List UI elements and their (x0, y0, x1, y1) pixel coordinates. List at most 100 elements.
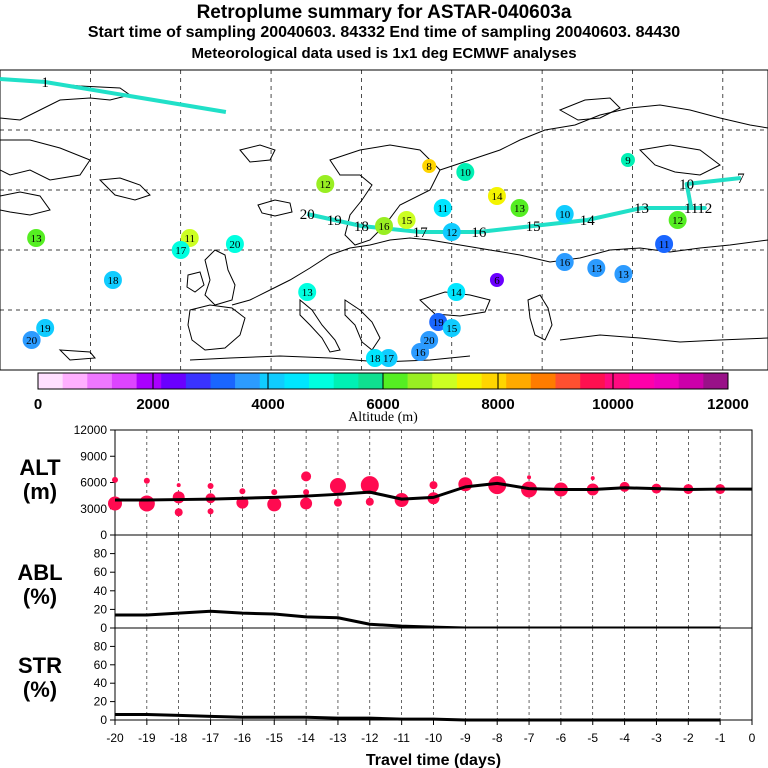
cluster-label: 20 (424, 335, 436, 347)
colorbar-cell (530, 373, 556, 389)
cluster-label: 11 (437, 203, 448, 215)
trajectory-day-label: 14 (580, 213, 596, 229)
cluster-label: 13 (618, 269, 630, 281)
colorbar-tick-label: 6000 (366, 396, 399, 413)
altitude-cluster-dot (360, 476, 379, 495)
y-tick-label: 20 (94, 695, 108, 709)
cluster-marker (555, 205, 574, 223)
colorbar-cell (87, 373, 113, 389)
cluster-marker (614, 265, 633, 283)
y-axis-label: (%) (23, 584, 57, 609)
cluster-label: 12 (446, 227, 457, 239)
cluster-marker (379, 349, 398, 367)
cluster-label: 14 (451, 287, 463, 299)
colorbar-cell (161, 373, 187, 389)
cluster-marker (489, 273, 504, 287)
cluster-label: 12 (672, 215, 683, 227)
x-tick-label: 0 (749, 731, 756, 745)
colorbar-tick-label: 4000 (251, 396, 284, 413)
y-tick-label: 0 (100, 528, 107, 542)
altitude-cluster-dot (271, 489, 278, 496)
cluster-label: 13 (514, 203, 526, 215)
colorbar-cell (210, 373, 236, 389)
colorbar-tick-label: 12000 (707, 396, 749, 413)
cluster-marker (375, 217, 393, 235)
cluster-marker (225, 235, 244, 253)
time-series-panels: 030006000900012000ALT(m)020406080ABL(%)0… (17, 423, 755, 768)
y-tick-label: 60 (94, 565, 108, 579)
panel-frame (114, 627, 753, 721)
y-axis-label: ALT (19, 455, 61, 480)
trajectory-day-label: 7 (737, 171, 745, 187)
altitude-cluster-dot (267, 497, 282, 512)
cluster-marker (397, 211, 416, 229)
cluster-label: 13 (302, 287, 314, 299)
colorbar-cell (456, 373, 482, 389)
colorbar-cell (629, 373, 655, 389)
altitude-cluster-dot (176, 483, 181, 488)
cluster-marker (655, 235, 674, 253)
cluster-label: 6 (494, 275, 500, 287)
colorbar-cell (383, 373, 408, 389)
y-tick-label: 0 (100, 621, 107, 635)
colorbar-cell (259, 373, 285, 389)
cluster-marker (447, 283, 466, 301)
cluster-label: 13 (591, 263, 603, 275)
mean-trajectory (0, 77, 742, 234)
x-tick-label: -6 (556, 731, 567, 745)
x-tick-label: -15 (266, 731, 284, 745)
altitude-cluster-dot (329, 478, 346, 494)
panel-alt: 0 3000 6000 9000 12000 ALT(m) (19, 423, 753, 542)
altitude-cluster-dot (112, 476, 118, 483)
cluster-marker (36, 319, 55, 337)
cluster-label: 18 (369, 353, 381, 365)
y-tick-label: 40 (94, 584, 108, 598)
colorbar-cell (407, 373, 433, 389)
series-line (115, 481, 752, 502)
trajectory-day-label: 10 (679, 177, 694, 193)
trajectory-day-label: 20 (300, 207, 315, 223)
cluster-label: 15 (401, 215, 413, 227)
colorbar-cell (580, 373, 606, 389)
altitude-cluster-dot (301, 471, 312, 482)
x-tick-label: -16 (234, 731, 252, 745)
cluster-marker (555, 253, 574, 271)
colorbar-cell (38, 373, 63, 389)
x-tick-label: -8 (492, 731, 503, 745)
colorbar-cell (678, 373, 704, 389)
y-tick-label: 80 (94, 639, 108, 653)
altitude-cluster-dot (239, 488, 246, 495)
y-tick-label: 12000 (74, 423, 108, 437)
altitude-cluster-dot (172, 491, 185, 504)
cluster-label: 11 (659, 239, 670, 251)
colorbar-cell (136, 373, 162, 389)
cluster-marker (316, 175, 335, 193)
cluster-marker (22, 331, 41, 349)
x-tick-label: -12 (361, 731, 379, 745)
y-axis-label: ABL (17, 560, 62, 585)
x-tick-label: -2 (683, 731, 694, 745)
chart-title: Retroplume summary for ASTAR-040603a (196, 2, 572, 23)
cluster-label: 16 (379, 221, 391, 233)
y-tick-label: 3000 (80, 502, 107, 516)
x-tick-label: -10 (425, 731, 443, 745)
cluster-label: 10 (460, 167, 472, 179)
cluster-marker (27, 229, 46, 247)
cluster-label: 9 (625, 155, 631, 167)
cluster-marker (487, 187, 506, 205)
y-tick-label: 40 (94, 676, 108, 690)
map-gridlines (0, 70, 768, 370)
colorbar-tick-label: 0 (34, 396, 42, 413)
cluster-marker (587, 259, 606, 277)
colorbar-cell (111, 373, 137, 389)
colorbar-cell (358, 373, 384, 389)
altitude-cluster-dot (365, 497, 374, 506)
colorbar-label: Altitude (m) (348, 410, 418, 425)
y-axis-label: STR (18, 653, 62, 678)
colorbar-cell (555, 373, 581, 389)
cluster-label: 20 (26, 335, 38, 347)
altitude-cluster-dot (174, 508, 183, 517)
colorbar-cell (284, 373, 310, 389)
